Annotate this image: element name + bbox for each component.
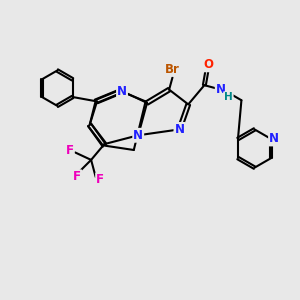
Text: H: H (224, 92, 233, 102)
Text: F: F (73, 170, 81, 183)
Text: F: F (96, 173, 104, 186)
Text: N: N (133, 129, 143, 142)
Text: F: F (66, 145, 74, 158)
Text: O: O (204, 58, 214, 71)
Text: N: N (117, 85, 127, 98)
Text: Br: Br (165, 63, 180, 76)
Text: N: N (174, 123, 184, 136)
Text: N: N (216, 83, 226, 96)
Text: N: N (269, 133, 279, 146)
